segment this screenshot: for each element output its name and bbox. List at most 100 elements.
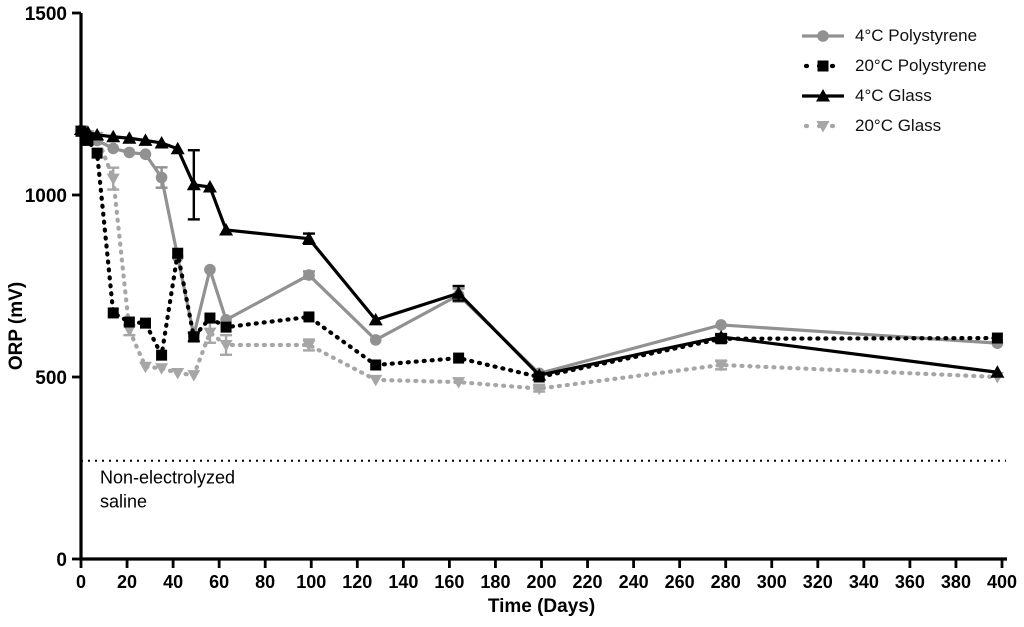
data-point-marker [991, 332, 1003, 344]
x-tick-label: 360 [895, 572, 925, 592]
data-point-marker [186, 177, 201, 191]
x-tick-label: 140 [388, 572, 418, 592]
data-point-marker [817, 60, 829, 71]
data-point-marker [301, 231, 316, 245]
x-tick-label: 200 [526, 572, 556, 592]
reference-line-group: Non-electrolyzed saline [81, 459, 1006, 512]
legend-item-20-c-glass: 20°C Glass [800, 114, 987, 137]
data-point-marker [370, 359, 382, 371]
x-axis-title: Time (Days) [488, 596, 595, 617]
data-point-marker [138, 361, 152, 374]
legend-marker-4-c-glass [802, 88, 844, 101]
x-tick-label: 400 [987, 572, 1017, 592]
data-point-marker [303, 311, 315, 323]
x-tick-label: 100 [296, 572, 326, 592]
reference-line-label: saline [100, 492, 147, 512]
data-point-marker [154, 135, 169, 149]
data-point-marker [139, 317, 151, 329]
y-tick-label: 1000 [25, 186, 67, 207]
data-point-marker [123, 316, 135, 328]
series-4-c-polystyrene [75, 124, 1004, 380]
data-point-marker [91, 147, 103, 159]
data-point-marker [369, 374, 383, 387]
data-point-marker [107, 142, 120, 155]
data-point-marker [172, 247, 184, 259]
data-point-marker [107, 307, 119, 319]
data-point-marker [303, 269, 315, 281]
x-tick-label: 80 [255, 572, 275, 592]
data-point-marker [453, 352, 465, 364]
data-point-marker [203, 327, 217, 340]
data-point-marker [715, 319, 727, 331]
data-point-marker [219, 222, 234, 236]
legend-marker-20-c-glass [800, 120, 846, 132]
data-point-marker [106, 129, 121, 143]
series-line [78, 128, 1000, 391]
y-tick-label: 0 [56, 550, 67, 571]
data-point-marker [170, 141, 185, 155]
data-point-marker [532, 383, 546, 396]
data-point-marker [187, 370, 201, 382]
series-4-c-glass [74, 122, 1005, 381]
data-point-marker [816, 88, 830, 101]
data-point-marker [106, 173, 120, 186]
x-tick-label: 240 [619, 572, 649, 592]
data-point-marker [123, 146, 136, 159]
data-point-marker [219, 339, 233, 352]
data-point-marker [220, 321, 232, 333]
data-point-marker [204, 263, 216, 276]
x-tick-label: 220 [573, 572, 603, 592]
data-point-marker [122, 325, 136, 337]
axes: 0 20 40 60 80 100 120 140 160 180 200 220 240 260 280 3… [6, 4, 1017, 617]
data-point-marker [302, 339, 316, 352]
x-tick-label: 320 [803, 572, 833, 592]
legend-label: 20°C Polystyrene [855, 55, 987, 75]
data-point-marker [204, 312, 216, 324]
reference-line-label: Non-electrolyzed [100, 468, 235, 488]
x-tick-label: 20 [117, 572, 137, 592]
x-tick-label: 340 [849, 572, 879, 592]
data-point-marker [451, 286, 466, 299]
data-point-marker [122, 131, 137, 144]
data-point-marker [817, 29, 829, 42]
data-point-marker [714, 359, 728, 372]
legend-label: 20°C Glass [855, 115, 942, 135]
data-point-marker [369, 334, 382, 346]
x-tick-label: 40 [163, 572, 183, 592]
legend: 4°C Polystyrene 20°C Polystyrene 4°C Glass… [800, 24, 987, 137]
x-tick-label: 300 [757, 572, 787, 592]
y-tick-label: 1500 [25, 4, 67, 25]
legend-item-4-c-polystyrene: 4°C Polystyrene [800, 24, 987, 47]
legend-marker-20-c-polystyrene [800, 60, 846, 71]
data-point-marker [990, 365, 1005, 378]
data-point-marker [139, 148, 152, 161]
data-point-marker [155, 363, 169, 375]
legend-label: 4°C Glass [855, 85, 932, 105]
series-20-c-glass [74, 125, 1004, 396]
data-point-marker [816, 120, 830, 132]
y-tick-label: 500 [35, 368, 67, 389]
data-point-marker [714, 329, 729, 343]
legend-marker-4-c-polystyrene [802, 29, 844, 42]
x-tick-label: 0 [76, 572, 86, 592]
legend-item-20-c-polystyrene: 20°C Polystyrene [800, 54, 987, 77]
x-tick-label: 60 [209, 572, 229, 592]
data-point-marker [80, 125, 95, 138]
data-point-marker [156, 349, 168, 361]
legend-label: 4°C Polystyrene [855, 25, 978, 45]
data-point-marker [138, 133, 153, 146]
data-point-marker [90, 127, 105, 141]
series-20-c-polystyrene [75, 125, 1003, 383]
data-point-marker [532, 368, 547, 381]
data-point-marker [188, 331, 200, 343]
x-tick-label: 280 [711, 572, 741, 592]
data-point-marker [368, 312, 383, 326]
data-point-marker [155, 171, 168, 184]
data-point-marker [82, 134, 94, 146]
data-point-marker [202, 179, 217, 193]
data-point-marker [171, 367, 185, 380]
legend-item-4-c-glass: 4°C Glass [800, 84, 987, 107]
x-tick-label: 120 [342, 572, 372, 592]
